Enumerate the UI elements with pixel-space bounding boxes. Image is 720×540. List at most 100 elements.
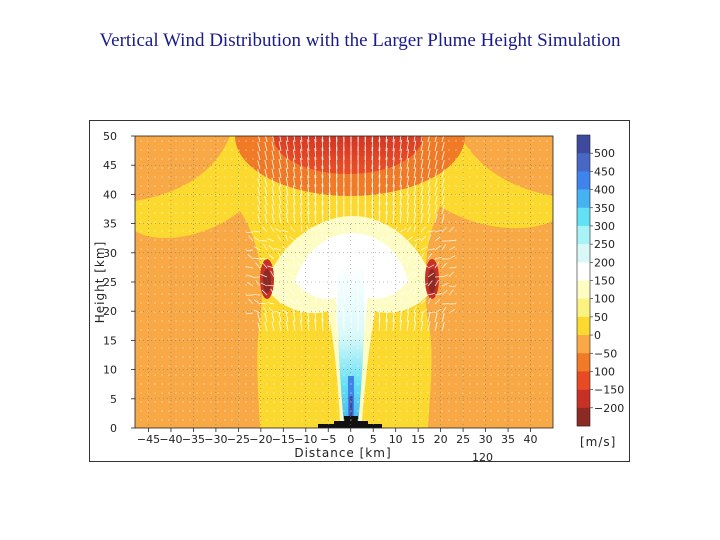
- wind-vector: [420, 289, 426, 296]
- wind-vector: [329, 306, 332, 314]
- wind-vector: [281, 246, 289, 251]
- wind-vector: [285, 203, 289, 215]
- wind-vector: [392, 184, 395, 197]
- wind-vector: [371, 225, 376, 233]
- wind-vector: [257, 313, 261, 323]
- wind-vector: [281, 229, 289, 233]
- wind-vector: [434, 150, 438, 161]
- wind-vector: [314, 193, 317, 206]
- wind-vector: [336, 225, 340, 233]
- wind-vector: [322, 136, 324, 143]
- wind-vector: [278, 186, 282, 197]
- x-tick-label: 20: [434, 433, 448, 446]
- wind-vector: [307, 202, 310, 215]
- wind-vector: [328, 318, 331, 332]
- wind-vector: [399, 261, 403, 269]
- wind-vector: [441, 142, 445, 152]
- colorbar-swatch: [577, 189, 590, 209]
- wind-vector: [427, 280, 433, 287]
- wind-vector: [420, 246, 428, 251]
- wind-vector: [420, 212, 424, 224]
- wind-vector: [298, 270, 303, 278]
- downdraft-lobe-right-inner: [460, 136, 553, 196]
- wind-vector: [312, 270, 317, 278]
- wind-vector: [304, 298, 310, 305]
- colorbar-swatch: [577, 171, 590, 190]
- wind-vector: [378, 156, 381, 170]
- wind-vector: [293, 261, 296, 269]
- wind-vector: [392, 297, 395, 305]
- wind-vector: [406, 279, 411, 287]
- colorbar-swatch: [577, 389, 590, 409]
- wind-vector: [420, 167, 424, 179]
- wind-vector: [385, 262, 392, 269]
- wind-vector: [420, 176, 424, 188]
- wind-vector: [420, 140, 424, 152]
- colorbar-swatch: [577, 371, 590, 390]
- wind-vector: [271, 186, 275, 197]
- wind-vector: [434, 213, 438, 224]
- wind-vector: [413, 262, 420, 269]
- wind-vector: [392, 270, 396, 278]
- wind-vector: [371, 318, 374, 332]
- wind-vector: [307, 175, 310, 188]
- wind-vector: [357, 287, 359, 296]
- wind-vector: [328, 174, 331, 188]
- wind-vector: [295, 237, 303, 242]
- wind-vector: [385, 201, 388, 215]
- wind-vector: [392, 263, 399, 269]
- wind-vector: [292, 320, 296, 332]
- wind-vector: [357, 279, 362, 287]
- wind-vector: [378, 147, 381, 161]
- wind-vector: [320, 243, 324, 251]
- shear-cell-left-core: [263, 269, 271, 293]
- wind-vector: [406, 320, 410, 332]
- wind-vector: [448, 289, 454, 296]
- wind-vector: [318, 252, 324, 260]
- colorbar: [576, 134, 591, 427]
- wind-vector: [259, 258, 268, 260]
- colorbar-label: 50: [594, 311, 608, 324]
- wind-vector: [292, 243, 296, 251]
- wind-vector: [295, 300, 303, 305]
- wind-vector: [324, 253, 331, 260]
- wind-vector: [378, 309, 381, 323]
- wind-vector: [350, 252, 353, 260]
- wind-vector: [332, 280, 338, 287]
- wind-vector: [321, 156, 324, 170]
- colorbar-swatch: [577, 135, 590, 154]
- wind-vector: [247, 281, 254, 287]
- wind-vector: [399, 202, 402, 215]
- wind-vector: [350, 279, 355, 287]
- colorbar-label: 200: [594, 256, 615, 269]
- wind-vector: [292, 185, 296, 197]
- colorbar-swatch: [577, 244, 590, 263]
- wind-vector: [271, 150, 275, 161]
- wind-vector: [304, 307, 310, 314]
- wind-vector: [285, 140, 289, 152]
- wind-vector: [288, 273, 296, 278]
- wind-vector: [399, 228, 407, 233]
- wind-vector: [307, 157, 310, 170]
- wind-vector: [413, 140, 417, 152]
- wind-vector: [283, 253, 289, 260]
- wind-vector: [278, 168, 282, 179]
- wind-vector: [311, 262, 317, 269]
- wind-vector: [427, 252, 433, 260]
- wind-vector: [336, 288, 340, 296]
- wind-vector: [385, 156, 388, 170]
- wind-vector: [292, 311, 296, 323]
- wind-vector: [385, 298, 391, 305]
- wind-vector: [321, 174, 324, 188]
- wind-vector: [341, 279, 345, 287]
- wind-vector: [371, 252, 377, 260]
- wind-vector: [371, 165, 374, 179]
- wind-vector: [328, 147, 331, 161]
- wind-vector: [300, 288, 303, 296]
- wind-vector: [348, 270, 352, 278]
- wind-vector: [370, 279, 373, 287]
- wind-vector: [434, 204, 438, 215]
- wind-vector: [278, 252, 282, 260]
- wind-vector: [441, 274, 449, 278]
- wind-vector: [292, 149, 296, 161]
